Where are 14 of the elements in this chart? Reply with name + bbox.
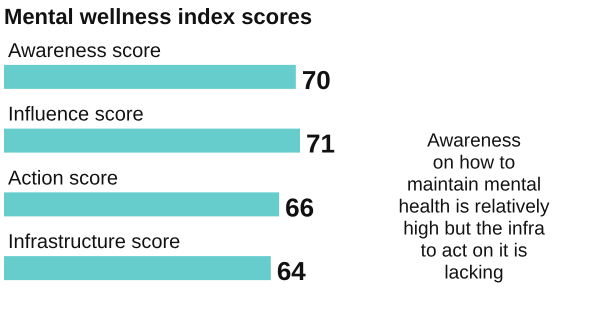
data-label: 66: [285, 192, 314, 222]
bar: [4, 128, 300, 153]
data-label: 64: [276, 256, 306, 286]
data-label: 70: [302, 64, 331, 95]
y-tick-label: Awareness score: [8, 40, 162, 62]
text: Awareness on how to maintain mental health is relatively high but the infra to act on it is lacking: [398, 130, 550, 284]
y-tick-label: Action score: [8, 167, 118, 190]
data-label: 71: [306, 128, 335, 159]
bar: [4, 256, 271, 280]
y-tick-label: Infrastructure score: [8, 231, 180, 254]
bar: [4, 64, 296, 89]
bar: [4, 192, 280, 216]
chart-title: Mental wellness index scores: [4, 4, 312, 29]
y-tick-label: Influence score: [8, 104, 144, 126]
